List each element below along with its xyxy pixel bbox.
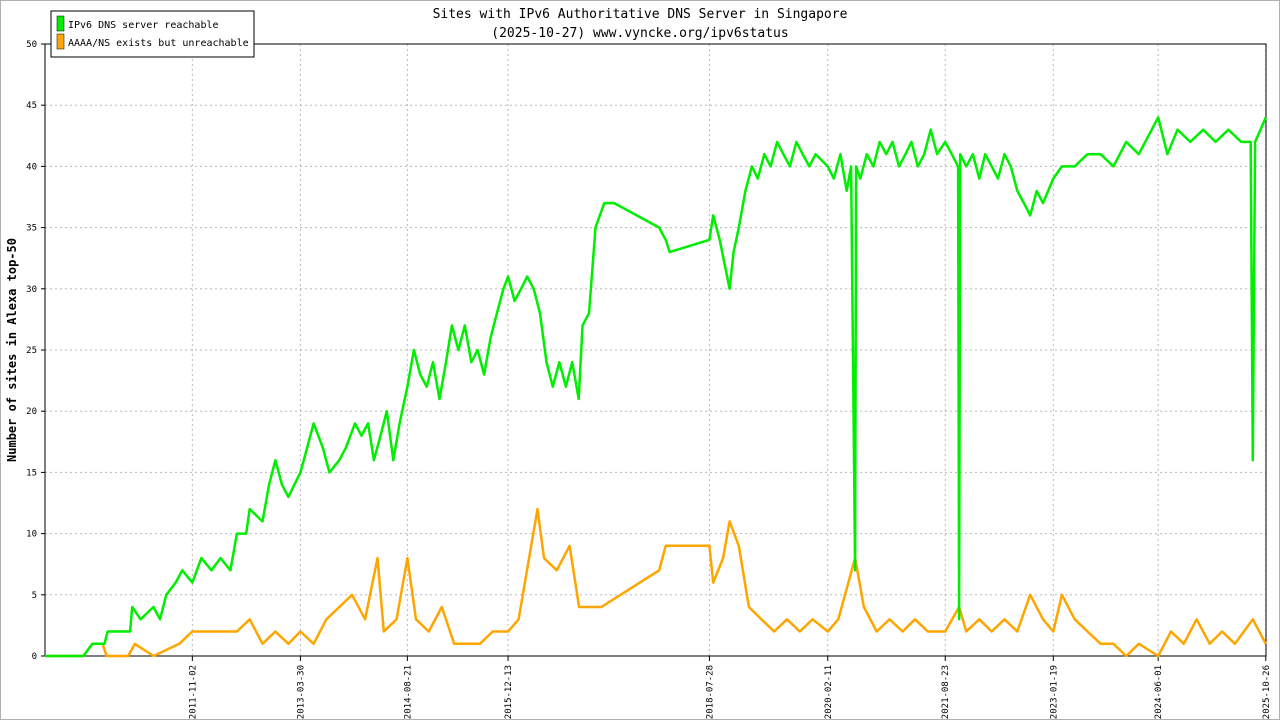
y-tick-label: 0 <box>32 652 37 662</box>
series-layer <box>45 116 1267 658</box>
legend: IPv6 DNS server reachable AAAA/NS exists… <box>50 10 255 58</box>
y-tick-label: 45 <box>26 101 37 111</box>
x-tick-label: 2025-10-26 <box>1262 665 1272 719</box>
legend-box <box>50 10 255 58</box>
y-axis-label: Number of sites in Alexa top-50 <box>5 238 19 462</box>
y-tick-label: 25 <box>26 346 37 356</box>
y-tick-label: 5 <box>32 591 37 601</box>
grid <box>45 44 1267 656</box>
y-axis-ticks: 0 5 10 15 20 25 30 35 40 45 50 <box>26 40 45 662</box>
chart-subtitle: (2025-10-27) www.vyncke.org/ipv6status <box>491 26 788 41</box>
x-tick-label: 2021-08-23 <box>941 665 951 719</box>
series-line-ipv6-dns-server-reachable <box>45 116 1267 658</box>
x-tick-label: 2020-02-11 <box>824 665 834 719</box>
legend-swatch-reachable <box>56 15 65 32</box>
legend-swatch-unreachable <box>56 33 65 50</box>
y-tick-label: 35 <box>26 224 37 234</box>
legend-label-reachable: IPv6 DNS server reachable <box>68 20 219 31</box>
x-tick-label: 2018-07-28 <box>705 665 715 719</box>
x-tick-label: 2011-11-02 <box>188 665 198 719</box>
x-tick-label: 2024-06-01 <box>1154 665 1164 719</box>
series-line-aaaa-ns-exists-but-unreachable <box>45 507 1267 658</box>
y-tick-label: 40 <box>26 162 37 172</box>
y-tick-label: 50 <box>26 40 37 50</box>
y-tick-label: 20 <box>26 407 37 417</box>
y-tick-label: 30 <box>26 285 37 295</box>
x-axis-ticks: 2011-11-02 2013-03-30 2014-08-21 2015-12-13… <box>188 656 1272 719</box>
x-tick-label: 2023-01-19 <box>1049 665 1059 719</box>
x-tick-label: 2014-08-21 <box>403 665 413 719</box>
x-tick-label: 2013-03-30 <box>296 665 306 719</box>
legend-label-unreachable: AAAA/NS exists but unreachable <box>68 38 249 49</box>
x-tick-label: 2015-12-13 <box>504 665 514 719</box>
y-tick-label: 10 <box>26 530 37 540</box>
y-tick-label: 15 <box>26 468 37 478</box>
chart-title: Sites with IPv6 Authoritative DNS Server… <box>433 7 848 22</box>
